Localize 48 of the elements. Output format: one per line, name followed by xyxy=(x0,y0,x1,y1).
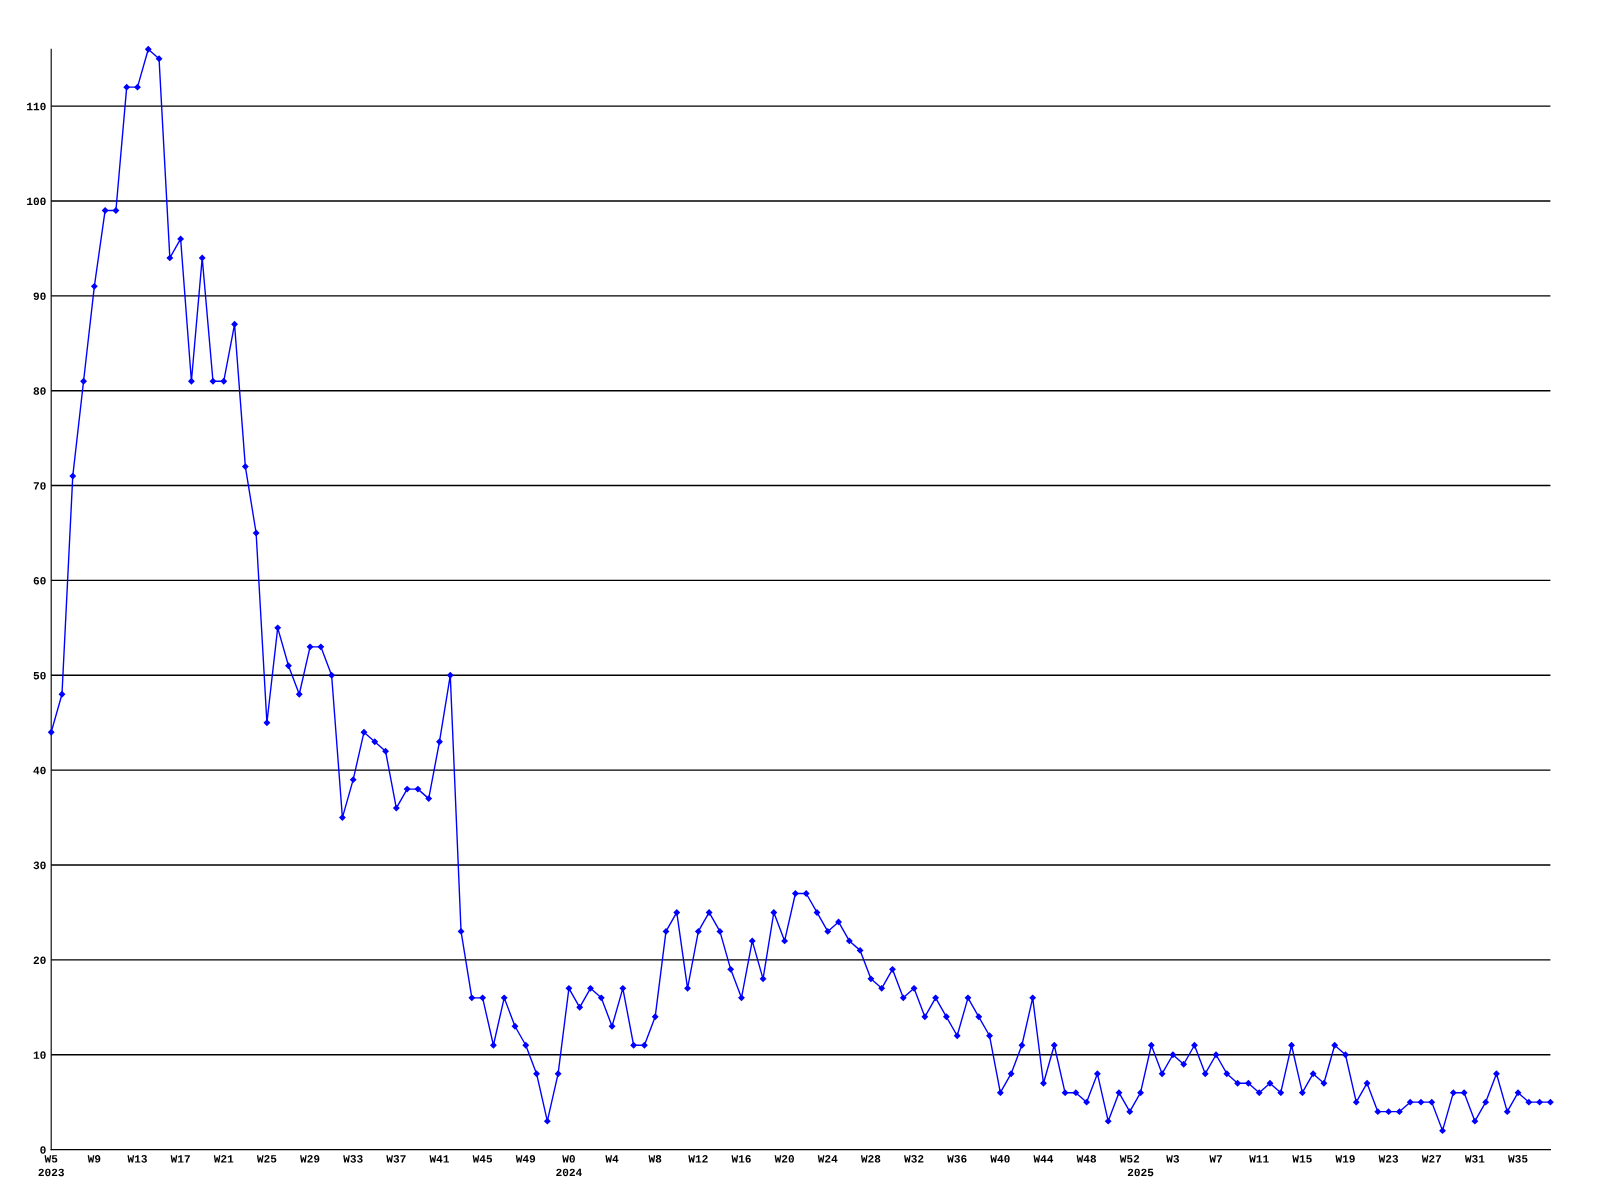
x-tick-label: W21 xyxy=(213,1155,234,1163)
x-tick-label: W37 xyxy=(386,1155,406,1163)
x-tick-label: W7 xyxy=(1209,1155,1222,1163)
x-tick-label: W24 xyxy=(817,1155,838,1163)
x-tick-label: W28 xyxy=(860,1155,881,1163)
x-tick-label: W19 xyxy=(1335,1155,1355,1163)
y-tick-label: 90 xyxy=(33,292,46,300)
y-tick-label: 40 xyxy=(33,766,46,775)
x-tick-label: W41 xyxy=(429,1155,450,1163)
x-tick-label: W48 xyxy=(1076,1155,1097,1163)
y-tick-label: 20 xyxy=(33,956,46,965)
y-tick-label: 110 xyxy=(27,102,46,111)
x-tick-label: W16 xyxy=(731,1155,751,1163)
x-tick-label: W33 xyxy=(343,1155,363,1163)
x-tick-label: W40 xyxy=(990,1155,1010,1163)
x-tick-label: W29 xyxy=(300,1155,320,1163)
x-tick-label: W32 xyxy=(904,1155,924,1163)
y-tick-label: 80 xyxy=(33,387,46,395)
x-tick-label: W27 xyxy=(1421,1155,1442,1163)
x-tick-label: W45 xyxy=(472,1155,493,1163)
x-tick-label: W0 2024 xyxy=(556,1155,582,1177)
y-tick-label: 30 xyxy=(33,861,46,870)
x-tick-label: W44 xyxy=(1033,1155,1054,1163)
y-tick-label: 100 xyxy=(27,197,46,206)
y-tick-label: 50 xyxy=(33,671,46,680)
x-tick-label: W49 xyxy=(515,1155,536,1163)
x-tick-label: W5 2023 xyxy=(38,1155,64,1177)
y-tick-label: 0 xyxy=(40,1146,46,1154)
x-tick-label: W17 xyxy=(170,1155,190,1163)
x-tick-label: W4 xyxy=(605,1155,619,1163)
x-tick-label: W9 xyxy=(87,1155,101,1163)
y-tick-label: 10 xyxy=(33,1051,46,1059)
x-tick-label: W23 xyxy=(1378,1155,1399,1163)
x-tick-label: W15 xyxy=(1292,1155,1312,1163)
x-tick-label: W11 xyxy=(1249,1155,1269,1163)
x-tick-label: W36 xyxy=(947,1155,967,1163)
x-tick-label: W35 xyxy=(1508,1155,1528,1163)
y-tick-label: 60 xyxy=(33,577,46,585)
x-tick-label: W8 xyxy=(648,1155,662,1163)
x-tick-label: W31 xyxy=(1464,1155,1485,1163)
y-tick-label: 70 xyxy=(33,482,46,490)
x-tick-label: W13 xyxy=(127,1155,147,1163)
x-tick-label: W20 xyxy=(774,1155,794,1163)
x-tick-label: W3 xyxy=(1166,1155,1180,1163)
x-tick-label: W52 xyxy=(1119,1155,1140,1163)
x-tick-label: W25 xyxy=(256,1155,277,1163)
x-tick-label: W12 xyxy=(688,1155,708,1163)
x-tick-label: 2025 xyxy=(1127,1168,1154,1177)
